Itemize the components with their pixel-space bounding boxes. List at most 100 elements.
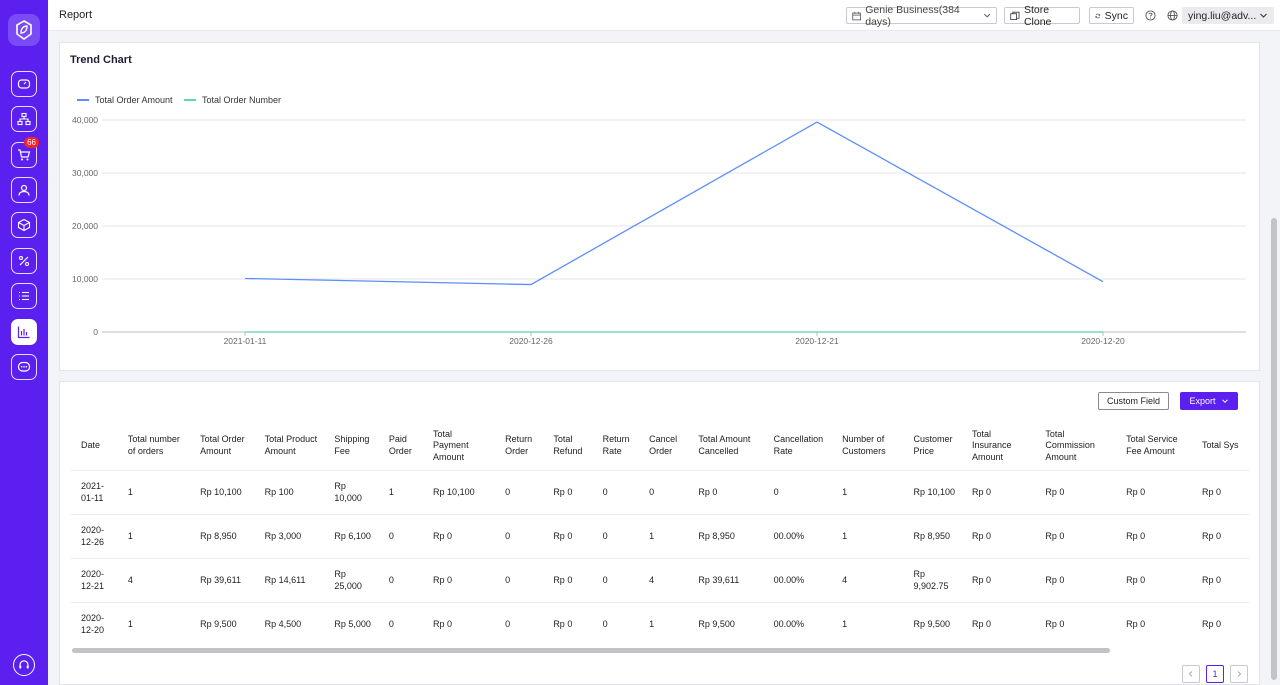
column-header: Total Service Fee Amount xyxy=(1126,434,1178,456)
table-cell: 1 xyxy=(117,513,191,558)
nav-report[interactable] xyxy=(11,319,37,345)
table-row: 2020-12-20 1 Rp 9,500 Rp 4,500 Rp 5,000 0 Rp 0… xyxy=(71,601,1249,646)
export-button[interactable]: Export xyxy=(1180,392,1238,410)
table-cell: 0 xyxy=(763,469,833,514)
chevron-left-icon xyxy=(1188,671,1193,677)
sync-icon xyxy=(1095,13,1101,18)
table-cell: Rp 0 xyxy=(543,557,593,602)
column-header: Total Product Amount xyxy=(264,434,318,456)
nav-messages[interactable] xyxy=(11,354,37,380)
y-tick-label: 40,000 xyxy=(72,115,98,125)
legend-item-amount[interactable]: Total Order Amount xyxy=(77,95,173,105)
report-chart-icon xyxy=(17,326,30,339)
table-cell: Rp 9,500 xyxy=(903,601,962,646)
language-button[interactable] xyxy=(1166,9,1178,21)
table-cell: Rp 0 xyxy=(1035,557,1117,602)
trend-chart: 0 10,000 20,000 30,000 40,000 2021-01-11 2020-… xyxy=(72,115,1246,346)
user-email: ying.liu@adv... xyxy=(1188,9,1257,22)
nav-dashboard[interactable] xyxy=(11,71,37,97)
table-cell: 0 xyxy=(495,469,544,514)
discount-icon xyxy=(18,255,30,267)
app-logo[interactable] xyxy=(8,14,40,46)
table-cell: Rp 9,500 xyxy=(190,601,255,646)
nav-list[interactable] xyxy=(11,283,37,309)
table-cell: Rp 0 xyxy=(1191,557,1249,602)
table-horizontal-scrollbar[interactable] xyxy=(72,648,1110,653)
report-table-wrapper: Date Total number of orders Total Order Am… xyxy=(71,422,1249,646)
table-cell: 0 xyxy=(592,557,640,602)
chat-icon xyxy=(17,361,31,372)
column-header: Total Amount Cancelled xyxy=(698,434,751,456)
sync-button[interactable]: Sync xyxy=(1089,7,1134,24)
table-cell: 00.00% xyxy=(763,601,833,646)
nav-products[interactable] xyxy=(11,212,37,238)
table-cell: 0 xyxy=(592,601,640,646)
pagination-page-button[interactable]: 1 xyxy=(1206,665,1224,683)
table-cell: 1 xyxy=(639,601,689,646)
table-cell: 0 xyxy=(495,601,544,646)
table-row: 2020-12-21 4 Rp 39,611 Rp 14,611 Rp 25,000 0 R… xyxy=(71,557,1249,602)
legend-item-number[interactable]: Total Order Number xyxy=(184,95,281,105)
table-cell: Rp 3,000 xyxy=(254,513,325,558)
table-cell: 1 xyxy=(832,469,904,514)
nav-customers[interactable] xyxy=(11,177,37,203)
cart-icon xyxy=(18,149,31,161)
table-cell: Rp 39,611 xyxy=(688,557,764,602)
column-header: Total Sys xyxy=(1201,440,1239,450)
product-box-icon xyxy=(17,218,31,232)
chevron-right-icon xyxy=(1237,671,1242,677)
table-cell: Rp 39,611 xyxy=(190,557,255,602)
table-row: 2020-12-26 1 Rp 8,950 Rp 3,000 Rp 6,100 0 Rp 0… xyxy=(71,513,1249,558)
y-tick-label: 30,000 xyxy=(72,168,98,178)
store-selector[interactable]: Genie Business(384 days) xyxy=(846,4,997,28)
pagination-prev-button[interactable] xyxy=(1182,665,1200,683)
table-cell: 1 xyxy=(832,601,904,646)
table-cell: Rp 0 xyxy=(1191,469,1249,514)
table-cell: Rp 0 xyxy=(423,557,496,602)
nav-orders[interactable]: 66 xyxy=(11,137,39,168)
column-header: Return Order xyxy=(505,434,533,456)
table-cell: 0 xyxy=(378,513,424,558)
table-cell-date: 2020-12-26 xyxy=(71,513,118,558)
table-cell: Rp 100 xyxy=(254,469,325,514)
table-cell: Rp 0 xyxy=(1191,601,1249,646)
table-cell: 0 xyxy=(639,469,689,514)
store-clone-button[interactable]: Store Clone xyxy=(1004,4,1080,28)
table-cell: Rp 0 xyxy=(1035,513,1117,558)
nav-promotions[interactable] xyxy=(11,248,37,274)
table-cell: Rp 0 xyxy=(543,469,593,514)
table-cell: Rp 0 xyxy=(423,513,496,558)
nav-organization[interactable] xyxy=(11,106,37,132)
table-cell: 1 xyxy=(832,513,904,558)
table-row: 2021-01-11 1 Rp 10,100 Rp 100 Rp 10,000 1 Rp 1… xyxy=(71,469,1249,514)
column-header: Customer Price xyxy=(913,434,953,456)
legend-swatch-number xyxy=(184,99,196,101)
pagination-next-button[interactable] xyxy=(1230,665,1248,683)
trend-chart-card: Trend Chart Total Order Amount Total Ord… xyxy=(59,42,1260,371)
table-cell: 00.00% xyxy=(763,513,833,558)
user-menu[interactable]: ying.liu@adv... xyxy=(1182,7,1275,24)
help-icon xyxy=(1144,9,1156,21)
table-cell: Rp 0 xyxy=(543,513,593,558)
table-cell: Rp 8,950 xyxy=(903,513,962,558)
y-tick-label: 20,000 xyxy=(72,221,98,231)
series-line-order-amount xyxy=(244,121,1104,286)
support-button[interactable] xyxy=(13,654,35,676)
table-cell-date: 2020-12-21 xyxy=(71,557,118,602)
column-header: Number of Customers xyxy=(842,434,886,456)
table-header-row: Date Total number of orders Total Order Am… xyxy=(71,422,1249,470)
table-cell: 1 xyxy=(639,513,689,558)
sidebar: 66 xyxy=(0,0,48,685)
org-chart-icon xyxy=(17,112,31,126)
table-cell: Rp 0 xyxy=(1116,469,1192,514)
column-header: Cancellation Rate xyxy=(773,434,824,456)
table-cell: 4 xyxy=(117,557,191,602)
table-cell: Rp 0 xyxy=(1035,469,1117,514)
custom-field-button[interactable]: Custom Field xyxy=(1098,392,1169,410)
help-button[interactable] xyxy=(1144,9,1156,21)
page-scrollbar[interactable] xyxy=(1271,218,1277,680)
report-table: Date Total number of orders Total Order Am… xyxy=(71,422,1249,646)
store-selector-label: Genie Business(384 days) xyxy=(865,3,960,28)
chevron-down-icon xyxy=(1221,399,1228,404)
table-cell: Rp 0 xyxy=(543,601,593,646)
